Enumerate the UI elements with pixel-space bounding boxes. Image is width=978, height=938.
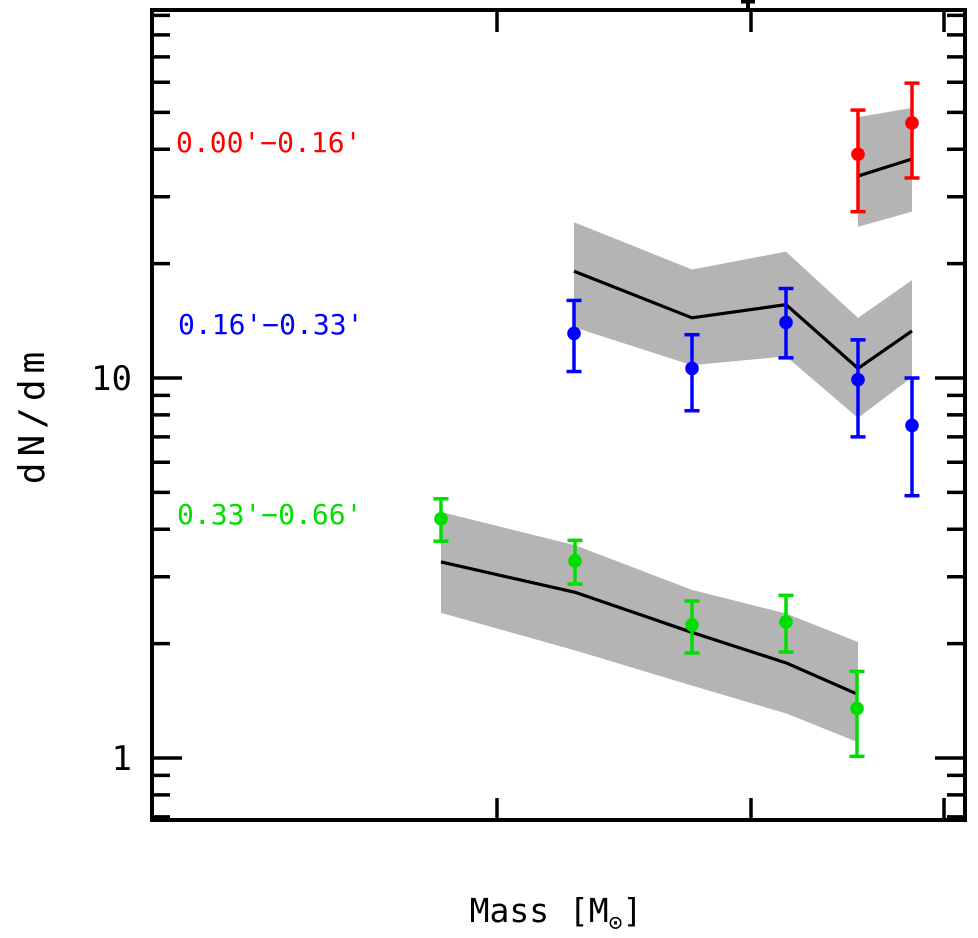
annulus-0.16-0.33-data-point xyxy=(851,372,865,387)
data-points-layer xyxy=(433,81,920,759)
clipped-glyph-stem xyxy=(746,0,750,9)
annulus-0.00-0.16-model-line xyxy=(857,157,913,178)
uncertainty-bands-layer xyxy=(441,107,912,743)
clipped-title-glyph xyxy=(741,0,755,9)
legend-item-blue: 0.16'−0.33' xyxy=(178,308,363,341)
annulus-0.16-0.33-data-point xyxy=(685,361,699,376)
y-axis-label: dN/dm xyxy=(12,346,53,484)
annulus-0.16-0.33-data-point xyxy=(779,315,793,330)
annulus-0.16-0.33-data-point xyxy=(567,326,581,341)
annulus-0.16-0.33-uncertainty-band xyxy=(574,222,912,418)
legend-item-green: 0.33'−0.66' xyxy=(177,498,362,531)
annulus-0.33-0.66-data-point xyxy=(685,618,699,632)
y-tick-label-10: 10 xyxy=(91,359,132,399)
annulus-0.33-0.66-data-point xyxy=(779,615,793,629)
annulus-0.16-0.33-data-point xyxy=(905,418,919,433)
annulus-0.33-0.66-uncertainty-band xyxy=(441,511,858,743)
annulus-0.00-0.16-data-point xyxy=(851,147,865,162)
x-axis-label-prefix: Mass [M xyxy=(470,891,609,930)
y-tick-label-1: 1 xyxy=(112,739,132,779)
x-axis-label-suffix: ] xyxy=(623,891,643,930)
annulus-0.33-0.66-data-point xyxy=(568,554,582,568)
annulus-0.33-0.66-data-point xyxy=(434,512,448,526)
legend-item-red: 0.00'−0.16' xyxy=(176,126,361,159)
annulus-0.33-0.66-data-point xyxy=(850,701,864,716)
sun-symbol: ⊙ xyxy=(609,910,623,936)
x-axis-label: Mass [M⊙] xyxy=(470,891,643,936)
axes-frame-layer xyxy=(150,8,967,822)
annulus-0.00-0.16-data-point xyxy=(905,116,919,130)
